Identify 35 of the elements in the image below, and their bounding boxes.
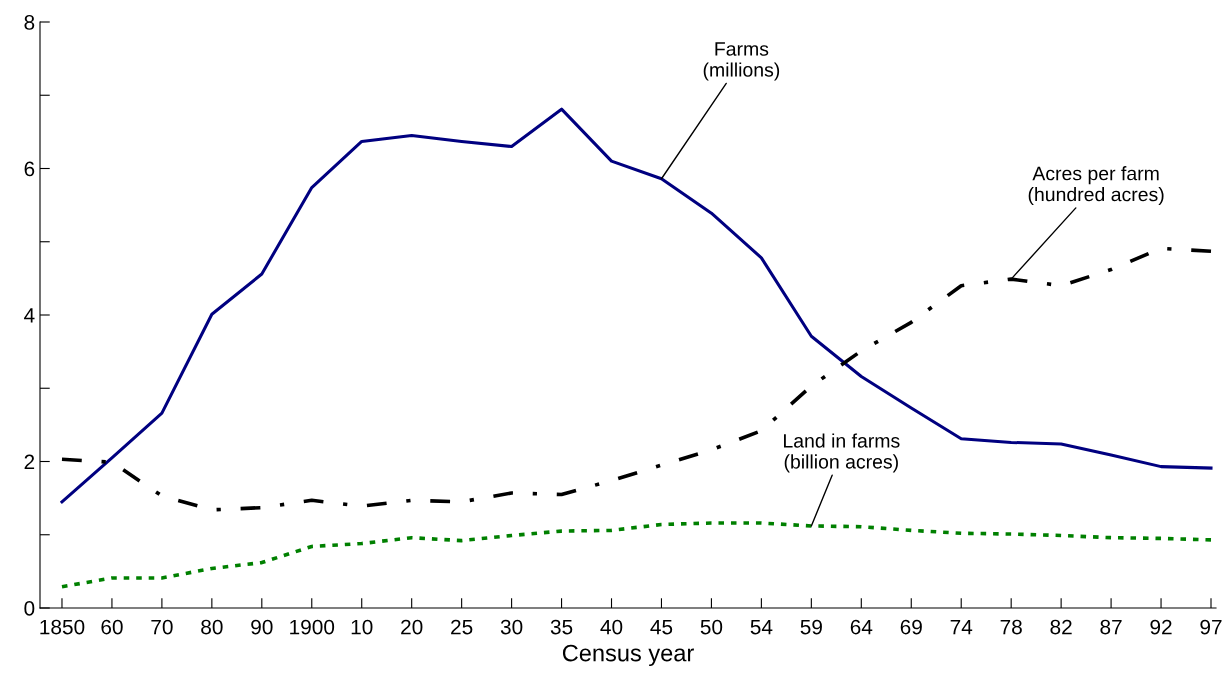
x-tick-label: 1850	[40, 619, 85, 635]
x-tick-label: 74	[950, 619, 973, 635]
x-tick-label: 97	[1200, 619, 1222, 635]
y-tick-label: 4	[24, 308, 35, 323]
y-tick-label: 6	[24, 161, 35, 177]
x-tick-label: 69	[900, 619, 922, 635]
line-series	[60, 107, 1213, 504]
x-tick-label: 59	[800, 619, 822, 635]
x-tick-label: 20	[401, 619, 423, 635]
x-tick-label: 30	[500, 619, 523, 635]
x-tick-label: 1900	[290, 619, 335, 635]
x-tick-label: 87	[1100, 619, 1122, 635]
text: Farms (millions)	[703, 42, 780, 81]
x-tick-label: 50	[700, 619, 723, 635]
x-tick-label: 82	[1050, 619, 1072, 635]
x-tick-label: 90	[251, 619, 273, 635]
y-tick-label: 8	[24, 15, 35, 30]
x-tick-label: 54	[750, 619, 773, 635]
x-tick-label: 25	[451, 619, 473, 635]
x-tick-label: 10	[351, 619, 373, 635]
x-tick-label: 92	[1150, 619, 1172, 635]
x-tick-label: 80	[201, 619, 223, 635]
x-tick-label: 64	[850, 619, 873, 635]
x-tick-label: 70	[151, 619, 173, 635]
x-tick-label: 60	[101, 619, 123, 635]
x-tick-label: 35	[550, 619, 573, 635]
x-tick-label: 40	[600, 619, 623, 635]
text: Acres per farm (hundred acres)	[1028, 166, 1164, 206]
y-tick-label: 0	[24, 601, 35, 616]
text: Land in farms (billion acres)	[784, 433, 900, 473]
x-axis-title: Census year	[562, 644, 694, 667]
line-series	[60, 521, 1213, 589]
y-tick-label: 2	[24, 454, 35, 470]
x-tick-label: 78	[1000, 619, 1022, 635]
x-tick-label: 45	[650, 619, 673, 635]
